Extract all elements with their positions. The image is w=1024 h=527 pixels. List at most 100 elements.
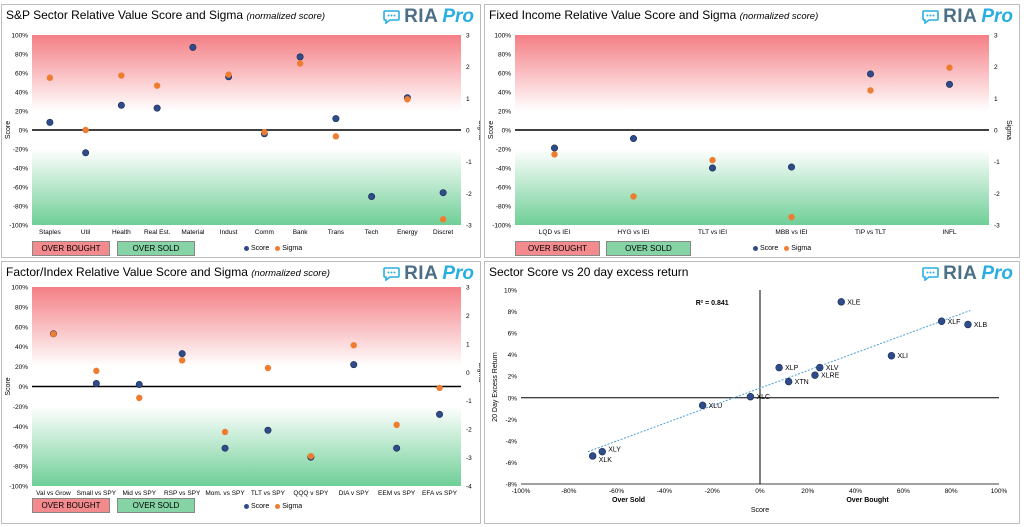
overbought-legend: OVER BOUGHT bbox=[515, 241, 600, 256]
brand-ria-text: RIA bbox=[943, 263, 978, 284]
series-legend: Score Sigma bbox=[753, 245, 811, 252]
fixed-income-panel: Fixed Income Relative Value Score and Si… bbox=[484, 4, 1020, 258]
y2-tick-label: -4 bbox=[466, 484, 472, 491]
y-tick-label: -100% bbox=[9, 484, 28, 491]
category-label-val-vs-grow: Val vs Grow bbox=[36, 490, 71, 497]
y-tick-label: 8% bbox=[508, 309, 518, 316]
score-legend-dot bbox=[244, 245, 249, 251]
sigma-point-tlt-vs-iei bbox=[709, 156, 716, 164]
category-label-tip-vs-tlt: TIP vs TLT bbox=[855, 229, 886, 236]
y-tick-label: -80% bbox=[13, 204, 28, 211]
point-xtn bbox=[784, 377, 793, 386]
point-xlb bbox=[964, 320, 972, 329]
y-tick-label: -6% bbox=[505, 460, 517, 467]
category-label-qqq-v-spy: QQQ v SPY bbox=[293, 490, 329, 497]
sigma-legend-dot bbox=[784, 245, 790, 251]
y-tick-label: -100% bbox=[492, 223, 511, 230]
factor-panel-title: Factor/Index Relative Value Score and Si… bbox=[6, 265, 330, 279]
point-xlf bbox=[937, 317, 946, 325]
sigma-legend-label: Sigma bbox=[791, 245, 812, 252]
overbought-band bbox=[515, 35, 989, 111]
point-label-xli: XLI bbox=[897, 353, 908, 360]
sigma-point-small-vs-spy bbox=[93, 367, 100, 375]
y-tick-label: -20% bbox=[13, 404, 28, 411]
y-tick-label: 0% bbox=[502, 128, 512, 135]
category-label-infl: INFL bbox=[942, 229, 956, 236]
point-label-xtn: XTN bbox=[795, 379, 809, 386]
sigma-point-tip-vs-tlt bbox=[867, 87, 874, 94]
y-tick-label: -80% bbox=[496, 204, 511, 211]
y-tick-label: -60% bbox=[13, 185, 28, 192]
y-tick-label: 80% bbox=[15, 304, 28, 311]
x-tick-label: 100% bbox=[991, 488, 1008, 495]
point-label-xlf: XLF bbox=[948, 319, 961, 326]
score-point-eem-vs-spy bbox=[393, 444, 401, 452]
point-label-xlu: XLU bbox=[709, 403, 723, 410]
y2-tick-label: 3 bbox=[466, 33, 470, 40]
fixed-title-text: Fixed Income Relative Value Score and Si… bbox=[489, 8, 737, 22]
category-label-staples: Staples bbox=[39, 229, 61, 236]
point-xly bbox=[598, 447, 606, 456]
score-point-infl bbox=[945, 80, 953, 88]
score-point-util bbox=[82, 149, 90, 157]
y-tick-label: 20% bbox=[498, 109, 511, 116]
category-label-material: Material bbox=[181, 229, 205, 236]
category-label-util: Util bbox=[81, 229, 91, 236]
y-tick-label: -80% bbox=[13, 464, 28, 471]
x-axis-title: Score bbox=[751, 507, 769, 514]
x-tick-label: -20% bbox=[705, 488, 720, 495]
point-label-xlk: XLK bbox=[599, 457, 613, 464]
category-label-dia-v-spy: DIA v SPY bbox=[339, 490, 370, 497]
score-point-material bbox=[189, 43, 197, 51]
trendline bbox=[587, 310, 971, 453]
sigma-point-lqd-vs-iei bbox=[551, 151, 558, 158]
sigma-point-indust bbox=[225, 71, 232, 78]
oversold-legend: OVER SOLD bbox=[606, 241, 691, 256]
point-label-xly: XLY bbox=[608, 447, 621, 454]
point-label-xlp: XLP bbox=[785, 365, 799, 372]
category-label-lqd-vs-iei: LQD vs IEI bbox=[539, 229, 571, 236]
fixed-title-note: (normalized score) bbox=[739, 11, 819, 22]
factor-title-note: (normalized score) bbox=[251, 268, 330, 279]
y2-tick-label: 0 bbox=[994, 128, 998, 135]
y-tick-label: -20% bbox=[496, 147, 511, 154]
sigma-point-mbb-vs-iei bbox=[788, 213, 795, 221]
sigma-point-discret bbox=[439, 216, 447, 223]
point-label-xle: XLE bbox=[847, 299, 861, 306]
sigma-point-dia-v-spy bbox=[350, 342, 357, 349]
overbought-band bbox=[32, 287, 461, 367]
y-tick-label: 60% bbox=[15, 71, 28, 78]
category-label-efa-vs-spy: EFA vs SPY bbox=[422, 490, 458, 497]
y-tick-label: 20% bbox=[15, 364, 28, 371]
x-tick-label: -40% bbox=[657, 488, 672, 495]
ria-pro-logo: RIA Pro bbox=[922, 263, 1013, 285]
y-tick-label: -60% bbox=[13, 444, 28, 451]
sigma-point-real-est bbox=[153, 82, 161, 89]
y-tick-label: 100% bbox=[494, 33, 511, 40]
sector-title-note: (normalized score) bbox=[246, 11, 326, 22]
score-legend-dot bbox=[244, 503, 249, 509]
y-tick-label: -40% bbox=[13, 166, 28, 173]
score-point-trans bbox=[332, 115, 340, 123]
score-legend-item: Score bbox=[244, 245, 269, 252]
sigma-legend-label: Sigma bbox=[282, 245, 303, 252]
y2-tick-label: 1 bbox=[466, 96, 470, 103]
x-tick-label: -100% bbox=[512, 488, 531, 495]
factor-title-text: Factor/Index Relative Value Score and Si… bbox=[6, 265, 248, 279]
sigma-point-hyg-vs-iei bbox=[630, 193, 637, 200]
category-label-tlt-vs-spy: TLT vs SPY bbox=[251, 490, 286, 497]
sigma-point-efa-vs-spy bbox=[436, 384, 443, 392]
category-label-indust: Indust bbox=[220, 229, 238, 236]
y-tick-label: 60% bbox=[498, 71, 511, 78]
y2-tick-label: -1 bbox=[994, 159, 1000, 166]
score-point-mbb-vs-iei bbox=[787, 163, 795, 171]
score-point-mom-vs-spy bbox=[221, 444, 229, 452]
y-tick-label: 2% bbox=[508, 374, 518, 381]
sigma-point-val-vs-grow bbox=[50, 330, 57, 338]
point-label-xlre: XLRE bbox=[821, 373, 840, 380]
score-point-real-est bbox=[153, 104, 161, 112]
point-xlp bbox=[775, 363, 783, 372]
overbought-legend: OVER BOUGHT bbox=[32, 241, 110, 256]
brand-ria-text: RIA bbox=[943, 6, 978, 27]
brand-ria-text: RIA bbox=[404, 263, 439, 284]
